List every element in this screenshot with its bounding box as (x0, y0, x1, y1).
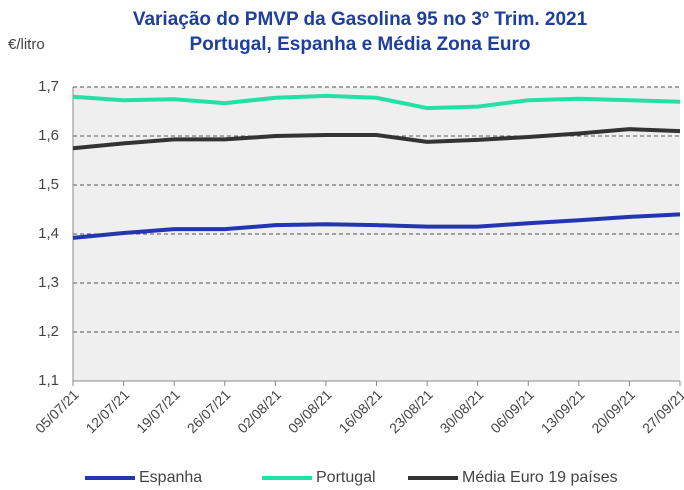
y-tick-label: 1,3 (38, 274, 59, 291)
x-tick-label: 06/09/21 (487, 386, 537, 436)
y-tick-label: 1,1 (38, 372, 59, 389)
x-tick-label: 30/08/21 (437, 386, 487, 436)
x-tick-label: 19/07/21 (133, 386, 183, 436)
legend-label: Média Euro 19 países (462, 469, 618, 486)
line-series (72, 212, 681, 240)
x-tick-label: 16/08/21 (335, 386, 385, 436)
x-tick-label: 02/08/21 (234, 386, 284, 436)
y-tick-label: 1,7 (38, 78, 59, 95)
line-series (72, 127, 681, 151)
x-tick-label: 09/08/21 (285, 386, 335, 436)
y-tick-label: 1,5 (38, 176, 59, 193)
x-tick-label: 27/09/21 (639, 386, 684, 436)
y-tick-label: 1,2 (38, 323, 59, 340)
y-tick-label: 1,6 (38, 127, 59, 144)
chart-subtitle: Portugal, Espanha e Média Zona Euro (190, 34, 531, 55)
x-tick-label: 12/07/21 (82, 386, 132, 436)
x-tick-label: 05/07/21 (32, 386, 82, 436)
y-axis-label: €/litro (8, 36, 45, 53)
x-tick-label: 13/09/21 (538, 386, 588, 436)
chart-title: Variação do PMVP da Gasolina 95 no 3º Tr… (133, 9, 588, 30)
legend-label: Portugal (316, 469, 376, 486)
x-tick-label: 26/07/21 (184, 386, 234, 436)
x-tick-label: 23/08/21 (386, 386, 436, 436)
y-tick-label: 1,4 (38, 225, 59, 242)
line-series (72, 93, 681, 111)
x-tick-label: 20/09/21 (588, 386, 638, 436)
legend-label: Espanha (139, 469, 202, 486)
